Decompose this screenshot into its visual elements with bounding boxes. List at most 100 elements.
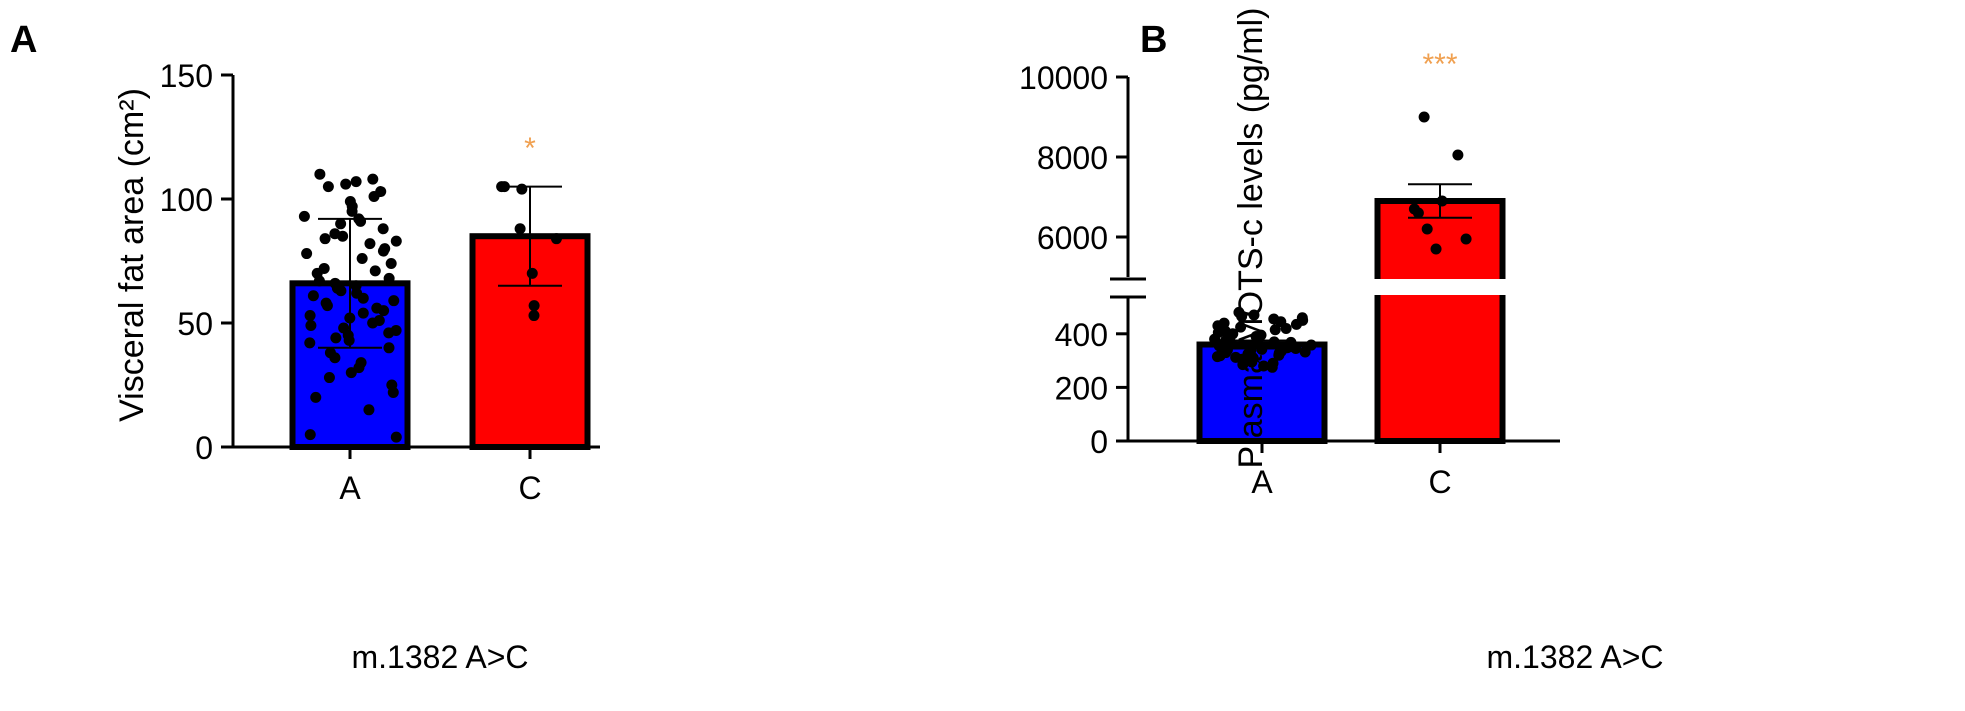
data-point xyxy=(378,305,390,317)
data-point xyxy=(528,310,540,322)
data-point xyxy=(298,210,310,222)
data-point xyxy=(1299,346,1311,358)
data-point xyxy=(1258,360,1270,372)
data-point xyxy=(383,342,395,354)
panel-a-x-axis-label: m.1382 A>C xyxy=(352,639,529,675)
data-point xyxy=(1248,309,1260,321)
data-point xyxy=(528,300,540,312)
data-point xyxy=(321,300,333,312)
y-tick-label: 200 xyxy=(1055,370,1108,406)
data-point xyxy=(335,218,347,230)
data-point xyxy=(305,319,317,331)
data-point xyxy=(368,191,380,203)
data-point xyxy=(383,327,395,339)
panel-a-plot: 0 50 100 150 A C * xyxy=(160,58,600,506)
data-point xyxy=(304,310,316,322)
x-tick-label: A xyxy=(1251,464,1273,500)
y-tick-label: 50 xyxy=(177,306,213,342)
panel-b-y-axis-label: Plasma MOTS-c levels (pg/ml) xyxy=(1232,8,1270,469)
data-point xyxy=(1290,343,1302,355)
data-point xyxy=(383,272,395,284)
data-point xyxy=(364,238,376,250)
data-point xyxy=(357,292,369,304)
y-tick-label: 100 xyxy=(160,182,213,218)
data-point xyxy=(526,267,538,279)
bar-C xyxy=(1374,198,1506,444)
data-point xyxy=(1236,310,1248,322)
data-point xyxy=(355,215,367,227)
panel-b-label: B xyxy=(1140,19,1167,61)
data-point xyxy=(390,235,402,247)
data-point xyxy=(1269,324,1281,336)
data-point xyxy=(357,307,369,319)
panel-b-plot: 0 200 400 6000 8000 10000 A C *** xyxy=(1019,48,1560,500)
y-tick-label: 6000 xyxy=(1037,220,1108,256)
data-point xyxy=(313,275,325,287)
data-point xyxy=(350,176,362,188)
data-point xyxy=(387,386,399,398)
data-point xyxy=(1246,356,1258,368)
data-point xyxy=(304,429,316,441)
data-point xyxy=(301,248,313,260)
significance-marker: *** xyxy=(1422,48,1457,81)
data-point xyxy=(516,183,528,195)
data-point xyxy=(550,233,562,245)
data-point xyxy=(1273,349,1285,361)
data-point xyxy=(1250,330,1262,342)
panel-a-y-axis-label: Visceral fat area (cm²) xyxy=(113,88,151,422)
data-point xyxy=(319,233,331,245)
data-point xyxy=(514,223,526,235)
data-point xyxy=(1290,318,1302,330)
data-point xyxy=(1430,243,1442,255)
data-point xyxy=(390,431,402,443)
panel-a: A 0 50 100 150 A C * Visceral fat area (cm²) m… xyxy=(10,19,600,675)
data-point xyxy=(1211,351,1223,363)
data-point xyxy=(367,317,379,329)
data-point xyxy=(363,404,375,416)
x-tick-label: C xyxy=(1428,464,1451,500)
y-tick-label: 0 xyxy=(1090,424,1108,460)
data-point xyxy=(323,372,335,384)
data-point xyxy=(367,173,379,185)
data-point xyxy=(1452,149,1464,161)
panel-b: B 0 200 400 6000 8000 10000 A C *** Plasma MOTS-… xyxy=(1019,8,1663,675)
data-point xyxy=(314,168,326,180)
data-point xyxy=(310,391,322,403)
data-point xyxy=(377,223,389,235)
y-tick-label: 10000 xyxy=(1019,60,1108,96)
data-point xyxy=(1412,207,1424,219)
y-tick-label: 0 xyxy=(195,430,213,466)
data-point xyxy=(388,295,400,307)
data-point xyxy=(337,230,349,242)
data-point xyxy=(377,245,389,257)
data-point xyxy=(307,290,319,302)
data-point xyxy=(1237,359,1249,371)
data-point xyxy=(304,337,316,349)
y-tick-label: 8000 xyxy=(1037,140,1108,176)
data-point xyxy=(1460,233,1472,245)
data-point xyxy=(356,253,368,265)
panel-b-x-axis-label: m.1382 A>C xyxy=(1487,639,1664,675)
x-tick-label: A xyxy=(339,470,361,506)
data-point xyxy=(330,332,342,344)
data-point xyxy=(340,178,352,190)
data-point xyxy=(1436,195,1448,207)
data-point xyxy=(335,285,347,297)
y-tick-label: 150 xyxy=(160,58,213,94)
data-point xyxy=(1235,321,1247,333)
data-point xyxy=(346,205,358,217)
data-point xyxy=(329,352,341,364)
data-point xyxy=(345,367,357,379)
data-point xyxy=(1266,361,1278,373)
axis-break-gap xyxy=(1373,279,1507,295)
data-point xyxy=(1421,223,1433,235)
y-tick-label: 400 xyxy=(1055,317,1108,353)
data-point xyxy=(1268,336,1280,348)
data-point xyxy=(1280,322,1292,334)
data-point xyxy=(322,181,334,193)
data-point xyxy=(385,257,397,269)
x-tick-label: C xyxy=(518,470,541,506)
panel-a-label: A xyxy=(10,19,37,61)
significance-marker: * xyxy=(524,132,536,165)
